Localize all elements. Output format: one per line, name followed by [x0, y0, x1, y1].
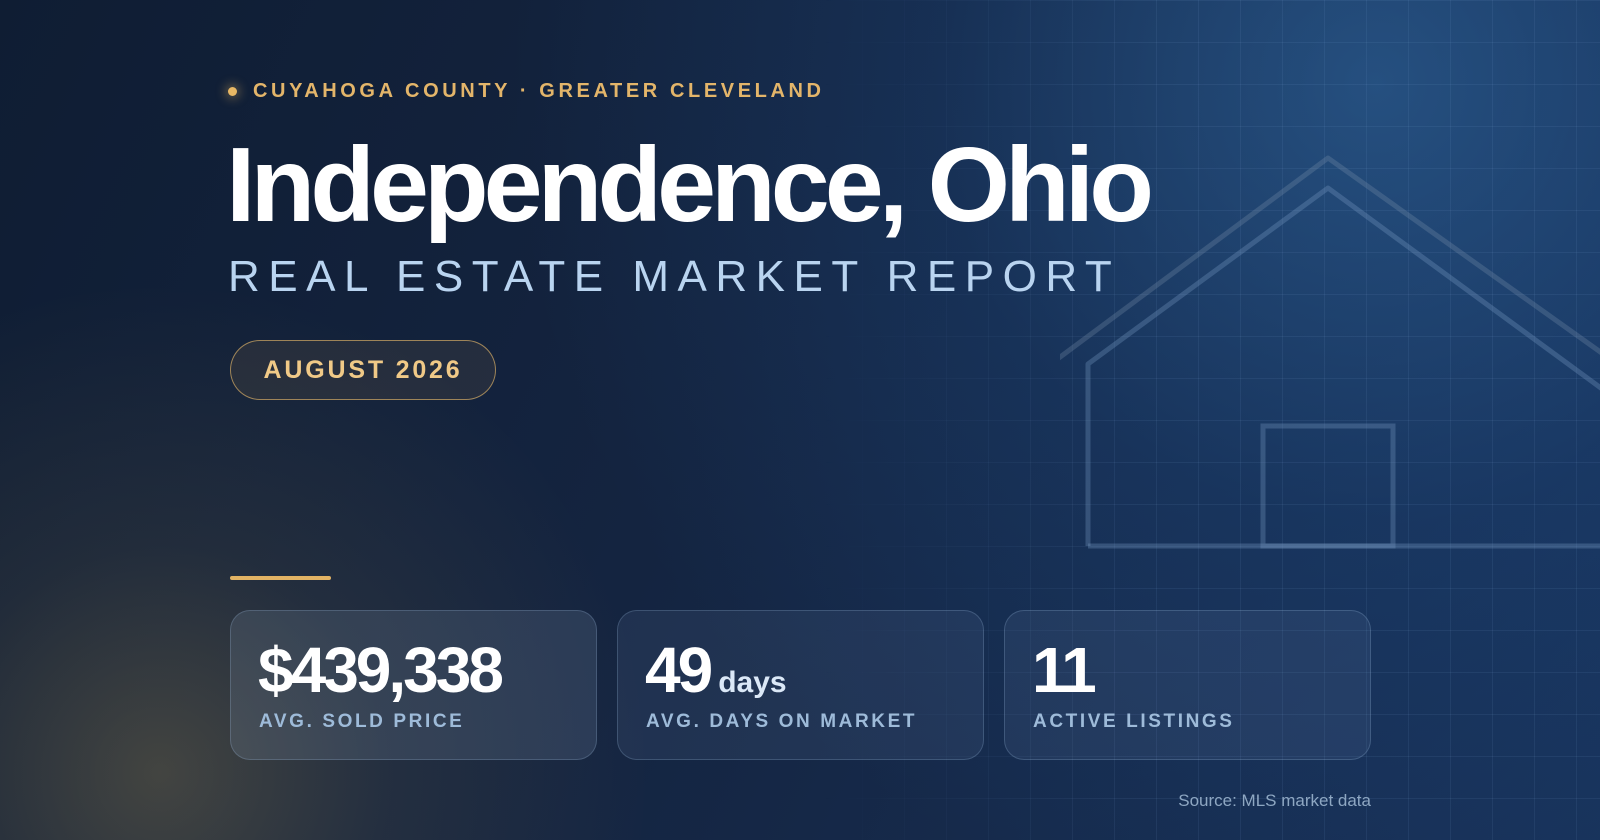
stat-value: 11	[1032, 634, 1097, 706]
stat-card-days-on-market: 49 days AVG. DAYS ON MARKET	[617, 610, 984, 760]
stat-label: AVG. DAYS ON MARKET	[646, 711, 918, 732]
stat-value: $439,338	[258, 634, 504, 706]
report-subtitle: REAL ESTATE MARKET REPORT	[228, 252, 1121, 301]
page-title: Independence, Ohio	[226, 126, 1154, 244]
dot-icon	[228, 87, 237, 96]
stat-card-active-listings: 11 ACTIVE LISTINGS	[1004, 610, 1371, 760]
stat-value: 49 days	[645, 635, 787, 705]
stat-unit: days	[718, 666, 787, 699]
stat-label: ACTIVE LISTINGS	[1033, 711, 1235, 732]
stat-card-sold-price: $439,338 AVG. SOLD PRICE	[230, 610, 597, 760]
location-label: CUYAHOGA COUNTY · GREATER CLEVELAND	[253, 80, 825, 102]
stat-label: AVG. SOLD PRICE	[259, 711, 465, 732]
stat-number: $439,338	[258, 634, 504, 706]
stat-number: 49	[645, 634, 713, 706]
background-grid	[820, 0, 1600, 840]
stat-number: 11	[1032, 634, 1097, 706]
period-badge: AUGUST 2026	[230, 340, 496, 400]
location-eyebrow: CUYAHOGA COUNTY · GREATER CLEVELAND	[228, 80, 825, 103]
source-note: Source: MLS market data	[1178, 791, 1371, 810]
period-label: AUGUST 2026	[263, 355, 463, 384]
house-outline-icon	[1060, 155, 1600, 549]
accent-divider	[230, 576, 331, 580]
